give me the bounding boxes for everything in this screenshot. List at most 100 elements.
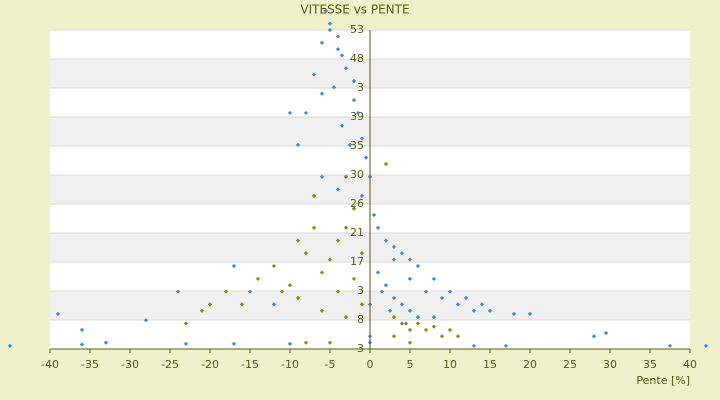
point — [287, 341, 293, 347]
point — [463, 295, 469, 301]
point — [455, 334, 461, 339]
point — [407, 327, 413, 332]
point — [199, 308, 205, 313]
x-tick-label: -35 — [81, 358, 99, 371]
point — [351, 206, 357, 211]
point — [335, 289, 341, 294]
point — [231, 263, 237, 269]
point — [319, 270, 325, 275]
x-tick-label: -20 — [201, 358, 219, 371]
point — [439, 295, 445, 301]
point — [511, 311, 517, 317]
point — [399, 251, 405, 256]
point — [391, 257, 397, 262]
point — [359, 302, 365, 307]
x-tick-label: -40 — [41, 358, 59, 371]
x-tick-label: 15 — [483, 358, 497, 371]
point — [327, 340, 333, 345]
x-axis-label: Pente [%] — [636, 374, 690, 387]
x-tick-label: -10 — [281, 358, 299, 371]
y-tick-label: 30 — [350, 168, 364, 181]
x-tick-label: 20 — [523, 358, 537, 371]
point — [183, 341, 189, 347]
point — [471, 308, 477, 313]
point — [183, 321, 189, 326]
series — [183, 161, 461, 345]
y-tick-label: 3 — [357, 284, 364, 297]
point — [391, 314, 397, 320]
point — [407, 340, 413, 345]
point — [247, 289, 253, 294]
x-tick-label: 5 — [407, 358, 414, 371]
point — [591, 334, 597, 339]
point — [311, 193, 317, 199]
point — [287, 283, 293, 288]
point — [175, 289, 181, 294]
point — [303, 251, 309, 256]
y-tick-label: 8 — [357, 313, 364, 326]
point — [431, 276, 437, 281]
point — [371, 212, 377, 218]
point — [255, 276, 261, 281]
point — [703, 343, 709, 348]
x-tick-label: -15 — [241, 358, 259, 371]
point — [379, 289, 385, 294]
x-tick-label: -30 — [121, 358, 139, 371]
point — [359, 193, 365, 199]
point — [391, 334, 397, 339]
point — [391, 295, 397, 301]
point — [423, 327, 429, 332]
point — [399, 302, 405, 307]
point — [7, 343, 13, 348]
x-tick-label: 25 — [563, 358, 577, 371]
point — [239, 302, 245, 307]
point — [407, 308, 413, 313]
point — [347, 142, 353, 147]
point — [343, 174, 349, 179]
point — [311, 225, 317, 230]
x-tick-label: 30 — [603, 358, 617, 371]
point — [415, 321, 421, 326]
point — [295, 142, 301, 147]
point — [375, 270, 381, 275]
point — [383, 238, 389, 243]
point — [363, 155, 369, 160]
point — [335, 238, 341, 243]
point — [447, 327, 453, 332]
point — [383, 161, 389, 167]
point — [271, 302, 277, 307]
point — [327, 21, 333, 26]
x-tick-label: -25 — [161, 358, 179, 371]
point — [487, 308, 493, 313]
x-tick-label: -5 — [325, 358, 336, 371]
point — [343, 314, 349, 320]
point — [399, 321, 405, 326]
point — [423, 289, 429, 294]
point — [359, 136, 365, 141]
point — [471, 343, 477, 348]
point — [407, 257, 413, 262]
point — [223, 289, 229, 294]
y-tick-label: 26 — [350, 197, 364, 210]
point — [335, 187, 341, 192]
x-tick-label: 35 — [643, 358, 657, 371]
point — [143, 318, 149, 323]
x-tick-label: 10 — [443, 358, 457, 371]
point — [351, 276, 357, 281]
point — [319, 308, 325, 313]
y-tick-label: 21 — [350, 226, 364, 239]
point — [603, 330, 609, 336]
point — [431, 314, 437, 320]
y-tick-label: 53 — [350, 23, 364, 36]
point — [387, 308, 393, 313]
point — [295, 295, 301, 301]
point — [383, 283, 389, 288]
point — [431, 324, 437, 329]
point — [455, 302, 461, 307]
point — [375, 225, 381, 230]
point — [479, 302, 485, 307]
point — [667, 343, 673, 348]
point — [439, 334, 445, 339]
point — [271, 263, 277, 269]
point — [279, 289, 285, 294]
